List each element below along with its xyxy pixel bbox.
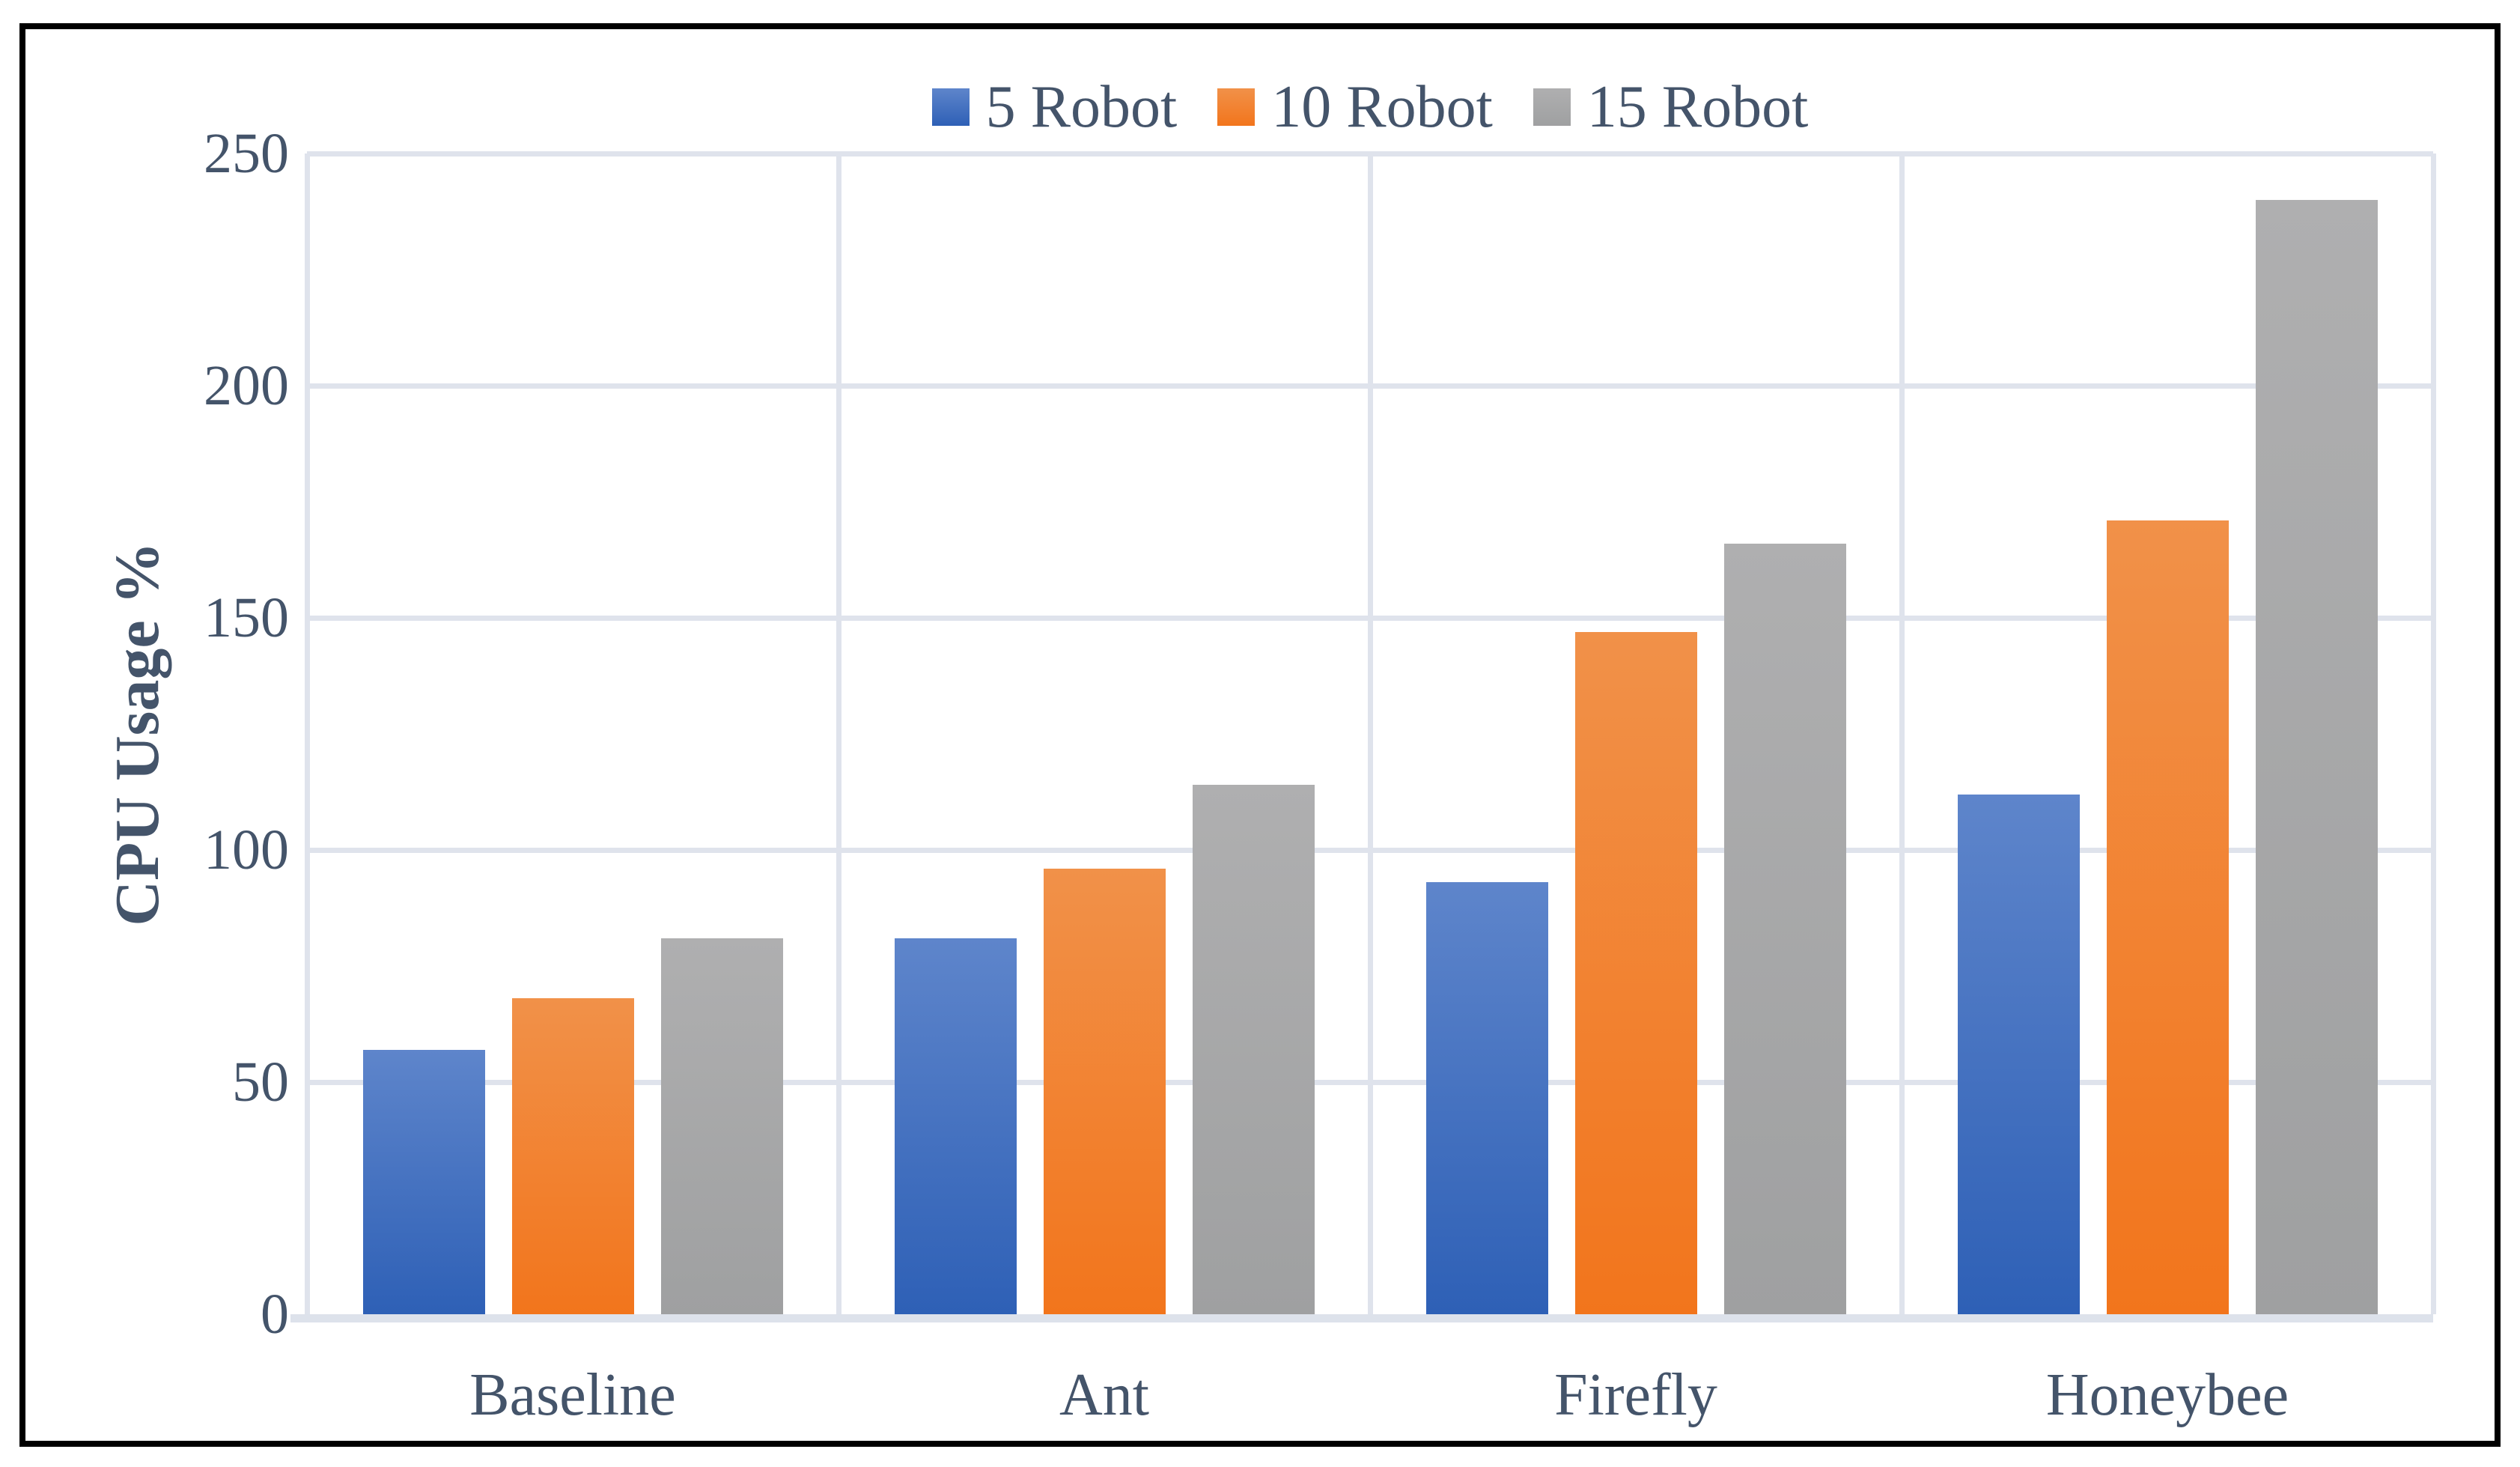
legend: 5 Robot 10 Robot 15 Robot	[307, 74, 2433, 140]
bar-group-ant	[839, 154, 1370, 1314]
bar-group-baseline	[307, 154, 839, 1314]
legend-item-10-robot: 10 Robot	[1217, 77, 1493, 137]
figure-frame: 5 Robot 10 Robot 15 Robot CPU Usage % 0 50 1…	[19, 23, 2501, 1447]
legend-swatch-icon-15-robot	[1533, 88, 1571, 126]
x-axis-category-labels: Baseline Ant Firefly Honeybee	[307, 1361, 2433, 1429]
gridline-v-3	[1899, 154, 1905, 1314]
bar-10-robot-ant	[1043, 868, 1166, 1314]
y-tick-label-0: 0	[261, 1283, 289, 1346]
gridline-v-4	[2431, 154, 2436, 1314]
x-axis-line	[290, 1314, 2433, 1322]
bar-15-robot-firefly	[1723, 543, 1846, 1314]
bar-15-robot-baseline	[660, 938, 783, 1314]
x-category-label-firefly: Firefly	[1554, 1362, 1717, 1428]
legend-swatch-icon-5-robot	[931, 88, 970, 126]
legend-swatch-icon-10-robot	[1217, 88, 1256, 126]
bar-5-robot-firefly	[1425, 882, 1548, 1314]
legend-label: 10 Robot	[1271, 74, 1493, 140]
bar-5-robot-ant	[894, 938, 1017, 1314]
bar-5-robot-honeybee	[1957, 794, 2080, 1314]
bar-15-robot-honeybee	[2255, 200, 2378, 1314]
gridline-v-0	[305, 154, 310, 1314]
legend-label: 5 Robot	[985, 74, 1178, 140]
bar-15-robot-ant	[1192, 785, 1315, 1314]
x-category-label-honeybee: Honeybee	[2045, 1362, 2289, 1428]
gridline-v-1	[836, 154, 841, 1314]
plot-area	[290, 151, 2436, 1322]
bar-groups	[307, 154, 2433, 1314]
bar-10-robot-baseline	[511, 998, 634, 1314]
bar-group-firefly	[1370, 154, 1902, 1314]
y-tick-label-50: 50	[232, 1051, 289, 1114]
bar-10-robot-firefly	[1574, 631, 1697, 1314]
bar-10-robot-honeybee	[2106, 520, 2229, 1314]
bar-group-honeybee	[1902, 154, 2433, 1314]
y-tick-label-200: 200	[204, 354, 289, 417]
x-category-label-ant: Ant	[1059, 1362, 1149, 1428]
legend-item-5-robot: 5 Robot	[931, 74, 1178, 140]
x-category-label-baseline: Baseline	[469, 1362, 676, 1428]
bar-5-robot-baseline	[362, 1049, 485, 1314]
legend-item-15-robot: 15 Robot	[1533, 74, 1809, 140]
legend-label: 15 Robot	[1586, 74, 1809, 140]
gridline-v-2	[1368, 154, 1373, 1314]
y-tick-label-100: 100	[204, 818, 289, 881]
y-tick-label-250: 250	[204, 122, 289, 185]
y-tick-label-150: 150	[204, 586, 289, 649]
